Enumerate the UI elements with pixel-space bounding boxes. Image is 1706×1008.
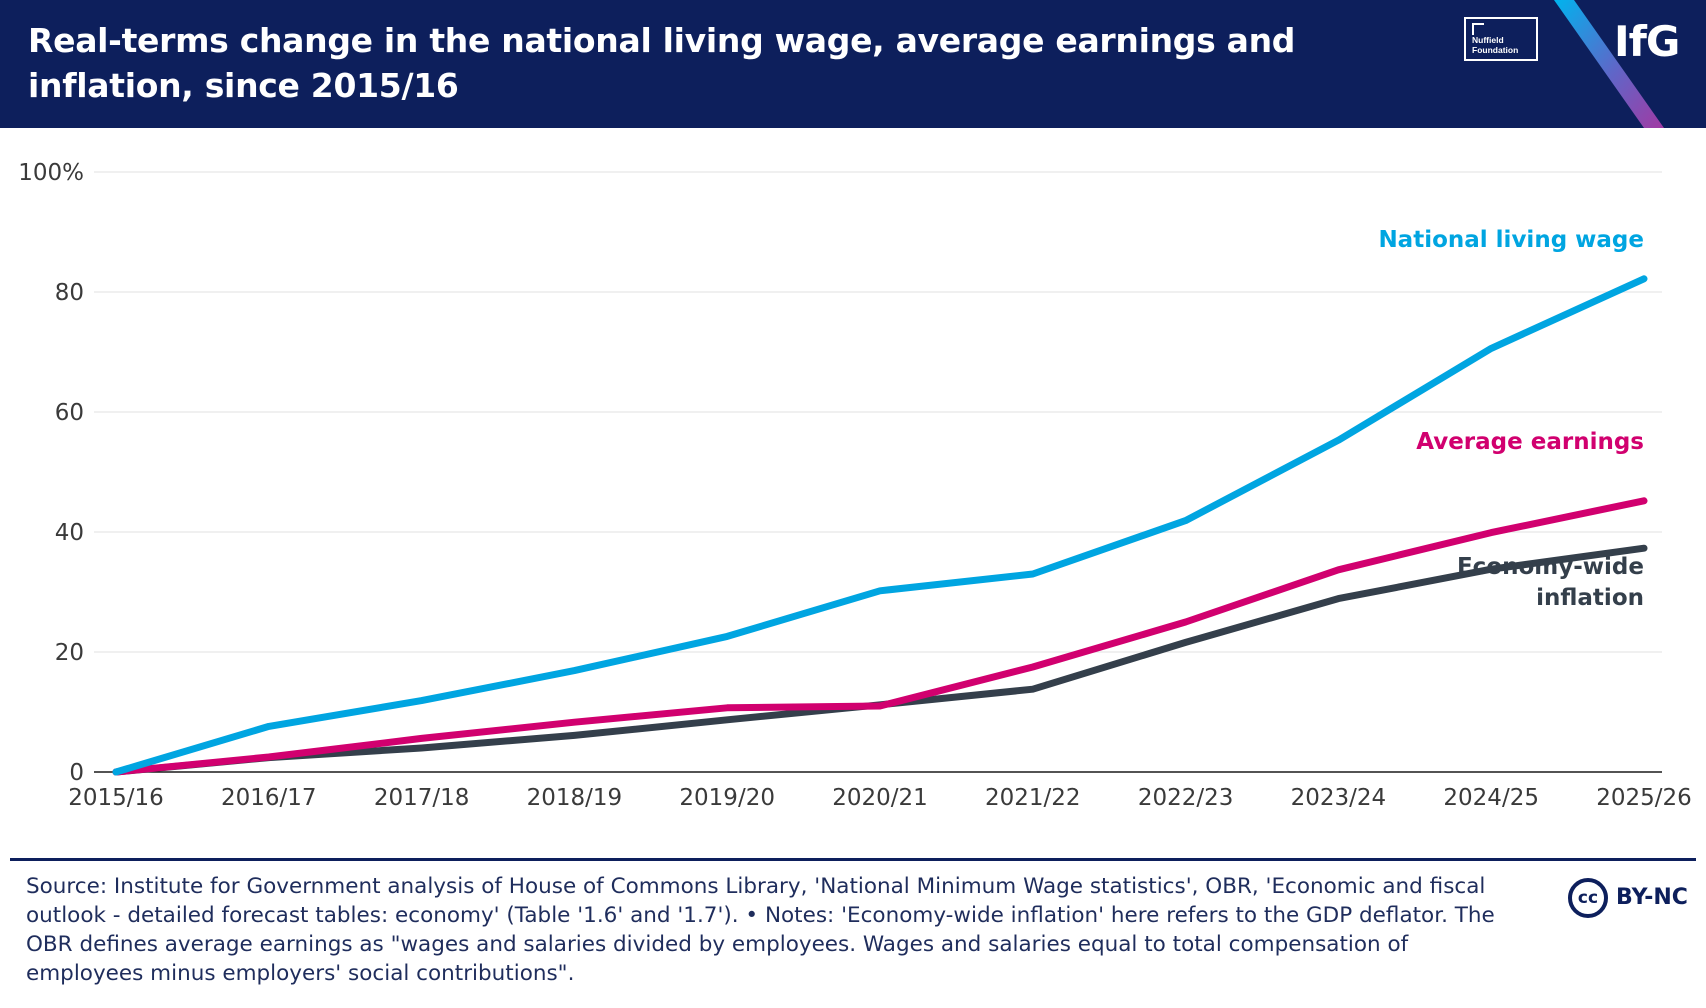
x-tick-label: 2024/25 <box>1443 785 1539 811</box>
y-tick-label: 40 <box>55 520 84 546</box>
nuffield-logo-text: Nuffield Foundation <box>1472 35 1518 55</box>
source-notes: Source: Institute for Government analysi… <box>26 874 1495 986</box>
line-chart: 0 20 40 60 80 100% 2015/16 2016/17 2017/18 2018/1… <box>18 160 1692 811</box>
series-labels: National living wage Average earnings Econ… <box>1378 227 1644 611</box>
nuffield-mark-icon <box>1472 23 1484 35</box>
creative-commons-icon: cc <box>1568 878 1608 918</box>
series-line-national-living-wage <box>112 275 1648 776</box>
y-tick-label: 100% <box>18 160 84 186</box>
header-banner: Real-terms change in the national living… <box>0 0 1706 128</box>
x-tick-label: 2020/21 <box>832 785 928 811</box>
series-label: inflation <box>1536 585 1644 611</box>
x-tick-label: 2018/19 <box>527 785 623 811</box>
nuffield-logo-line2: Foundation <box>1472 45 1519 55</box>
footer-divider <box>10 858 1696 861</box>
series-line-economy-wide-inflation <box>112 544 1648 776</box>
series-lines <box>112 275 1648 776</box>
x-tick-label: 2022/23 <box>1138 785 1234 811</box>
nuffield-logo-line1: Nuffield <box>1472 35 1504 45</box>
x-tick-label: 2025/26 <box>1596 785 1692 811</box>
x-tick-label: 2016/17 <box>221 785 317 811</box>
x-tick-label: 2017/18 <box>374 785 470 811</box>
y-tick-label: 60 <box>55 400 84 426</box>
brand-slash-graphic <box>1554 0 1664 128</box>
axes: 0 20 40 60 80 100% 2015/16 2016/17 2017/18 2018/1… <box>18 160 1692 811</box>
x-tick-label: 2023/24 <box>1291 785 1387 811</box>
series-label: National living wage <box>1378 227 1644 253</box>
nuffield-foundation-logo: Nuffield Foundation <box>1464 17 1538 61</box>
y-tick-label: 80 <box>55 280 84 306</box>
series-label: Economy-wide <box>1457 554 1644 580</box>
chart-title: Real-terms change in the national living… <box>28 21 1296 105</box>
y-tick-label: 20 <box>55 640 84 666</box>
x-tick-label: 2015/16 <box>68 785 164 811</box>
series-line-average-earnings <box>112 497 1648 776</box>
license-label: BY-NC <box>1616 885 1688 910</box>
gridlines <box>94 171 1662 653</box>
y-tick-label: 0 <box>69 760 84 786</box>
x-tick-label: 2021/22 <box>985 785 1081 811</box>
series-label: Average earnings <box>1416 429 1644 455</box>
ifg-logo: IfG <box>1614 17 1680 66</box>
x-tick-label: 2019/20 <box>679 785 775 811</box>
